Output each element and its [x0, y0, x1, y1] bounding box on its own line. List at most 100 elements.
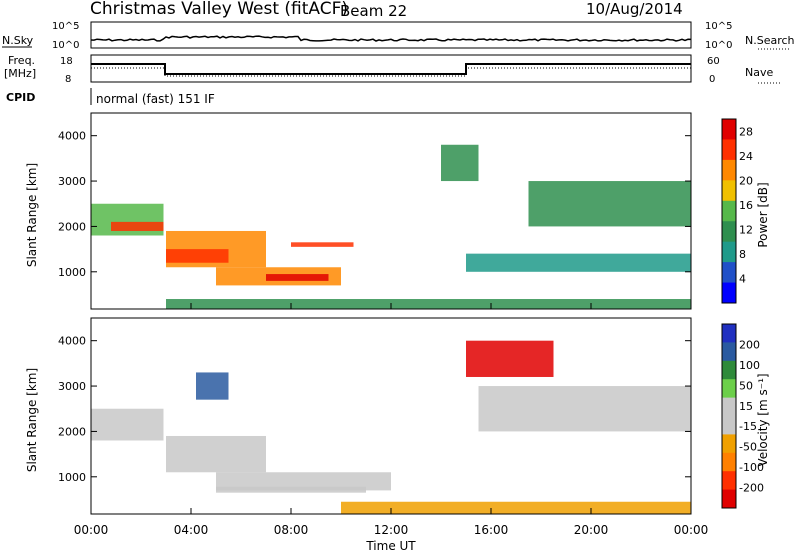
colorbar-tick-label: 4	[739, 272, 746, 285]
freq-label: Freq.	[8, 54, 35, 67]
velocity-colorbar-label: Velocity [m s⁻¹]	[756, 373, 770, 466]
velocity-marks	[91, 340, 691, 514]
cpid-label: CPID	[6, 91, 35, 104]
velocity-colorbar: 200 100 50 15 -15 -50 -100 -200	[721, 323, 764, 509]
nsearch-tick-high: 10^5	[705, 21, 732, 32]
colorbar-tick-label: 12	[739, 223, 753, 236]
nsearch-tick-low: 10^0	[705, 40, 732, 51]
colorbar-segment	[722, 241, 736, 263]
power-colorbar: 4 8 12 16 20 24 28	[721, 118, 753, 304]
colorbar-tick-label: -100	[739, 461, 764, 474]
colorbar-tick-label: 100	[739, 359, 760, 372]
colorbar-frame	[721, 118, 737, 304]
power-y-ticks: 1000 2000 3000 4000	[58, 130, 691, 279]
velocity-vel-blue-patch	[196, 372, 229, 400]
colorbar-segment	[722, 360, 736, 380]
y-tick-label: 1000	[58, 266, 86, 279]
y-tick-label: 2000	[58, 425, 86, 438]
colorbar-segment	[722, 282, 736, 304]
x-tick-label: 16:00	[474, 523, 509, 537]
colorbar-segment	[722, 119, 736, 140]
x-tick-label: 00:00	[674, 523, 709, 537]
velocity-vel-right-gray	[478, 386, 691, 432]
colorbar-segment	[722, 489, 736, 509]
power-colorbar-label: Power [dB]	[756, 182, 770, 247]
colorbar-segment	[722, 379, 736, 399]
colorbar-tick-label: -50	[739, 441, 757, 454]
nave-tick-high: 60	[707, 56, 720, 67]
y-tick-label: 2000	[58, 220, 86, 233]
date-label: 10/Aug/2014	[586, 0, 683, 18]
colorbar-segment	[722, 342, 736, 362]
colorbar-segment	[722, 262, 736, 284]
velocity-vel-arc-gray	[166, 435, 266, 473]
power-y-label: Slant Range [km]	[25, 163, 39, 267]
colorbar-segment	[722, 159, 736, 181]
freq-tick-low: 8	[65, 74, 71, 85]
colorbar-segment	[722, 452, 736, 472]
x-tick-label: 08:00	[274, 523, 309, 537]
velocity-y-ticks: 1000 2000 3000 4000	[58, 335, 691, 484]
colorbar-tick-label: 200	[739, 338, 760, 351]
velocity-vel-ground-orange	[341, 501, 691, 514]
colorbar-tick-label: -15	[739, 420, 757, 433]
power-patch-upper-16	[441, 144, 479, 182]
x-tick-label: 12:00	[374, 523, 409, 537]
x-axis-label: Time UT	[365, 539, 416, 553]
colorbar-segment	[722, 416, 736, 435]
power-panel: 1000 2000 3000 4000 Slant Range [km] 4 8 12 16…	[25, 112, 770, 310]
colorbar-segment	[722, 324, 736, 343]
cpid-text: normal (fast) 151 IF	[96, 92, 215, 106]
power-patch-mid-streak	[291, 242, 354, 247]
colorbar-segment	[722, 434, 736, 454]
nsky-frame	[90, 21, 692, 49]
colorbar-tick-label: 20	[739, 174, 753, 187]
colorbar-segment	[722, 200, 736, 222]
x-tick-label: 00:00	[74, 523, 109, 537]
x-axis: 00:00 04:00 08:00 12:00 16:00 20:00 00:00	[74, 303, 709, 537]
power-patch-upper-right	[528, 181, 691, 227]
colorbar-segment	[722, 471, 736, 491]
colorbar-tick-label: 8	[739, 248, 746, 261]
power-patch-low-core	[266, 274, 329, 281]
nsearch-label: N.Search	[745, 34, 795, 47]
power-patch-right-band	[466, 253, 691, 272]
nsky-tick-high: 10^5	[52, 21, 79, 32]
nsky-trace	[90, 35, 692, 42]
colorbar-segment	[722, 180, 736, 202]
colorbar-segment	[722, 397, 736, 417]
nsky-label: N.Sky	[2, 34, 34, 47]
colorbar-segment	[722, 221, 736, 243]
freq-panel: Freq. [MHz] 18 8 60 0 Nave	[4, 54, 780, 85]
freq-unit: [MHz]	[4, 67, 36, 80]
y-tick-label: 4000	[58, 130, 86, 143]
colorbar-tick-label: 15	[739, 400, 753, 413]
y-tick-label: 4000	[58, 335, 86, 348]
colorbar-tick-label: 28	[739, 125, 753, 138]
y-tick-label: 1000	[58, 471, 86, 484]
velocity-vel-low-orange	[216, 472, 391, 491]
velocity-vel-red-patch	[466, 340, 554, 377]
colorbar-frame	[721, 323, 737, 509]
freq-tick-high: 18	[60, 56, 73, 67]
nsky-tick-low: 10^0	[52, 40, 79, 51]
beam-label: Beam 22	[340, 2, 407, 20]
nave-label: Nave	[745, 66, 773, 79]
x-tick-label: 04:00	[174, 523, 209, 537]
y-tick-label: 3000	[58, 380, 86, 393]
power-patch-early-core	[111, 221, 164, 231]
colorbar-segment	[722, 139, 736, 161]
colorbar-tick-label: 16	[739, 199, 753, 212]
y-tick-label: 3000	[58, 175, 86, 188]
velocity-vel-low-green	[216, 486, 366, 493]
nave-tick-low: 0	[709, 74, 715, 85]
power-patch-ground	[166, 299, 691, 309]
velocity-vel-early-gray	[91, 408, 164, 441]
nsky-panel: N.Sky 10^5 10^0 10^5 10^0 N.Search	[2, 21, 795, 51]
freq-trace	[91, 63, 691, 75]
power-marks	[91, 144, 691, 309]
power-patch-arc-core	[166, 249, 229, 263]
x-tick-label: 20:00	[574, 523, 609, 537]
velocity-y-label: Slant Range [km]	[25, 368, 39, 472]
